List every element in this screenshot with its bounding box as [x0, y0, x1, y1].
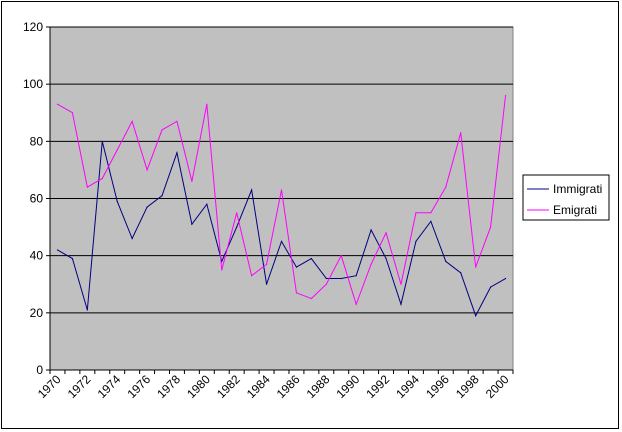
data-point-emigrati [71, 112, 74, 114]
y-axis: 0 20 40 60 80 100 120 [23, 20, 51, 377]
x-tick-label: 1992 [363, 372, 392, 401]
data-point-immigrati [460, 272, 462, 274]
data-point-immigrati [355, 275, 357, 277]
data-point-emigrati [131, 120, 133, 122]
data-point-emigrati [191, 180, 193, 182]
data-point-emigrati [295, 292, 298, 294]
data-point-emigrati [265, 263, 268, 265]
x-tick-label: 1984 [244, 372, 273, 401]
y-tick-label: 20 [30, 306, 44, 320]
data-point-emigrati [415, 212, 417, 214]
series-group [56, 95, 507, 317]
gridlines [50, 26, 513, 314]
y-tick-label: 0 [36, 363, 43, 377]
y-tick-label: 80 [30, 134, 44, 148]
data-point-emigrati [489, 226, 492, 228]
x-tick-label: 2000 [483, 372, 512, 401]
data-point-emigrati [101, 177, 103, 180]
data-point-emigrati [504, 95, 507, 97]
data-point-immigrati [71, 257, 74, 260]
data-point-immigrati [265, 283, 268, 285]
y-tick-label: 40 [30, 249, 44, 263]
data-point-immigrati [236, 226, 238, 228]
data-point-immigrati [191, 223, 193, 225]
data-point-immigrati [475, 315, 477, 317]
x-tick-label: 1980 [184, 372, 213, 401]
data-point-immigrati [161, 195, 163, 197]
data-point-emigrati [206, 103, 208, 105]
data-point-immigrati [86, 309, 88, 311]
data-point-immigrati [504, 277, 507, 280]
data-point-emigrati [475, 266, 477, 268]
data-point-emigrati [445, 186, 447, 188]
data-point-emigrati [385, 232, 387, 234]
data-point-immigrati [280, 240, 283, 242]
data-point-emigrati [430, 212, 432, 214]
x-tick-label: 1972 [65, 372, 94, 401]
data-point-immigrati [445, 260, 447, 262]
data-point-emigrati [116, 149, 118, 151]
x-tick-label: 1976 [124, 372, 153, 401]
data-point-emigrati [460, 132, 462, 134]
legend-label-immigrati: Immigrati [553, 182, 602, 196]
data-point-emigrati [86, 186, 88, 188]
data-point-immigrati [415, 240, 417, 242]
data-point-emigrati [310, 297, 312, 300]
data-point-emigrati [370, 263, 372, 265]
x-tick-label: 1996 [423, 372, 452, 401]
data-point-emigrati [221, 269, 223, 271]
data-point-emigrati [146, 169, 148, 171]
y-tick-label: 100 [23, 77, 43, 91]
x-tick-label: 1986 [274, 372, 303, 401]
data-point-emigrati [236, 212, 238, 214]
x-tick-label: 1994 [393, 372, 422, 401]
data-point-emigrati [280, 189, 283, 191]
data-point-immigrati [385, 257, 387, 260]
data-point-emigrati [176, 120, 178, 122]
data-point-immigrati [295, 266, 298, 268]
data-point-immigrati [131, 237, 133, 240]
data-point-emigrati [340, 255, 342, 257]
data-point-immigrati [56, 249, 59, 251]
data-point-immigrati [400, 303, 402, 305]
x-axis: 1970 1972 1974 1976 1978 1980 1982 1984 1986 1988… [35, 369, 514, 401]
data-point-immigrati [430, 220, 432, 222]
x-tick-label: 1998 [453, 372, 482, 401]
data-point-emigrati [56, 103, 59, 105]
data-point-immigrati [206, 203, 208, 205]
y-tick-label: 120 [23, 20, 43, 34]
x-tick-label: 1988 [304, 372, 333, 401]
data-point-immigrati [370, 229, 372, 231]
data-point-immigrati [116, 200, 118, 202]
legend: Immigrati Emigrati [522, 174, 610, 221]
data-point-emigrati [251, 275, 253, 277]
data-point-immigrati [340, 277, 342, 280]
x-tick-label: 1974 [95, 372, 124, 401]
data-point-immigrati [310, 257, 312, 260]
data-point-emigrati [355, 303, 357, 305]
data-point-emigrati [325, 283, 327, 285]
x-tick-label: 1982 [214, 372, 243, 401]
data-point-immigrati [489, 286, 492, 288]
x-tick-label: 1990 [334, 372, 363, 401]
y-tick-label: 60 [30, 192, 44, 206]
data-point-immigrati [251, 189, 253, 191]
legend-box [522, 174, 610, 221]
data-point-immigrati [176, 152, 178, 154]
data-point-emigrati [161, 129, 163, 131]
data-point-immigrati [101, 140, 103, 142]
data-point-immigrati [325, 277, 327, 280]
x-tick-label: 1978 [154, 372, 183, 401]
legend-label-emigrati: Emigrati [553, 203, 597, 217]
data-point-emigrati [400, 283, 402, 285]
data-point-immigrati [146, 206, 148, 208]
